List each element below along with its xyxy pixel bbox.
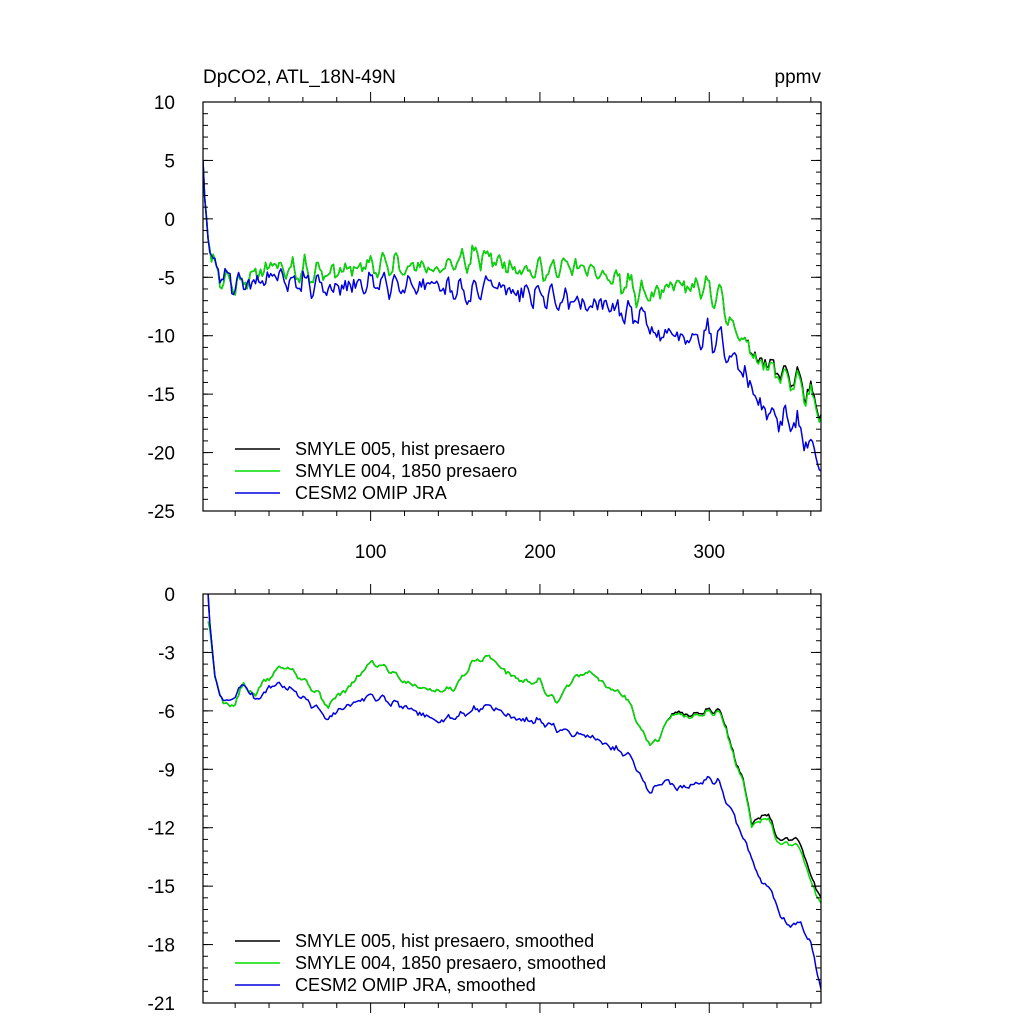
legend-label-omip: CESM2 OMIP JRA, smoothed <box>295 975 536 995</box>
panel-top: -25 -20 -15 -10 -5 0 5 10 100 200 300 SMYLE 005, hi… <box>148 92 822 563</box>
title-right-units: ppmv <box>775 67 822 88</box>
series-group <box>203 160 821 472</box>
legend-label-y1850: SMYLE 004, 1850 presaero, smoothed <box>295 953 606 973</box>
series-group <box>207 594 821 990</box>
series-line-y1850 <box>203 160 821 423</box>
y-tick-label: -10 <box>148 327 175 348</box>
plot-frame <box>202 593 822 1004</box>
legend-label-y1850: SMYLE 004, 1850 presaero <box>295 461 517 481</box>
y-tick-label: 0 <box>164 585 175 606</box>
y-tick-label: -3 <box>158 643 175 664</box>
y-tick-label: -5 <box>158 268 175 289</box>
legend-label-hist: SMYLE 005, hist presaero <box>295 439 505 459</box>
series-line-omip <box>203 160 821 472</box>
y-tick-label: -21 <box>148 994 175 1015</box>
legend: SMYLE 005, hist presaero, smoothedSMYLE … <box>235 931 606 995</box>
series-line-hist <box>207 594 821 898</box>
series-line-y1850 <box>207 621 821 904</box>
series-line-omip <box>207 594 821 990</box>
y-tick-label: -15 <box>148 385 175 406</box>
y-tick-label: 10 <box>154 93 175 114</box>
plot-frame <box>202 101 822 512</box>
y-tick-label: -25 <box>148 502 175 523</box>
y-tick-label: -6 <box>158 702 175 723</box>
title-left: DpCO2, ATL_18N-49N <box>203 67 396 88</box>
y-tick-label: -12 <box>148 819 175 840</box>
legend-label-omip: CESM2 OMIP JRA <box>295 483 447 503</box>
y-tick-label: 5 <box>164 151 175 172</box>
y-tick-label: -9 <box>158 760 175 781</box>
y-tick-label: 0 <box>164 210 175 231</box>
y-tick-label: -15 <box>148 877 175 898</box>
y-tick-label: -20 <box>148 444 175 465</box>
legend-label-hist: SMYLE 005, hist presaero, smoothed <box>295 931 594 951</box>
panel-bottom: -21 -18 -15 -12 -9 -6 -3 0 SMYLE 005, hist presa… <box>148 584 822 1015</box>
x-tick-label: 100 <box>355 542 387 563</box>
x-tick-label: 300 <box>693 542 725 563</box>
x-tick-label: 200 <box>524 542 556 563</box>
y-tick-label: -18 <box>148 936 175 957</box>
